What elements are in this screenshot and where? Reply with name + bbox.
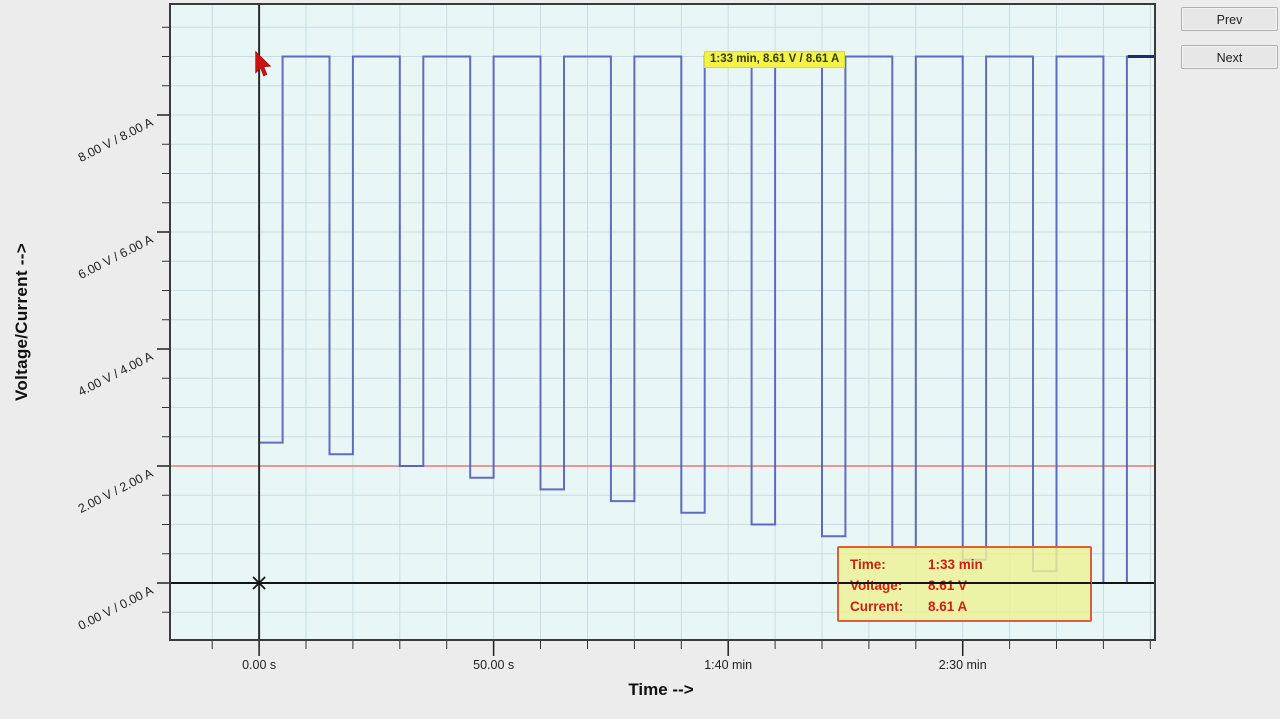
plot-border: [169, 3, 1156, 641]
info-time-value: 1:33 min: [928, 557, 983, 572]
info-voltage-value: 8.61 V: [928, 578, 968, 593]
cursor-cross-marker: [252, 576, 266, 590]
next-button[interactable]: Next: [1181, 45, 1278, 69]
x-axis-title: Time -->: [628, 680, 694, 699]
info-row-voltage: Voltage: 8.61 V: [850, 575, 1080, 596]
y-tick-label: 8.00 V / 8.00 A: [76, 115, 156, 165]
y-tick-label: 6.00 V / 6.00 A: [76, 232, 156, 282]
info-time-label: Time:: [850, 557, 886, 572]
info-current-label: Current:: [850, 599, 904, 614]
x-tick-label: 0.00 s: [242, 658, 276, 672]
info-voltage-label: Voltage:: [850, 578, 903, 593]
waveform-line: [259, 55, 1155, 584]
info-row-current: Current: 8.61 A: [850, 596, 1080, 617]
measurement-info-box: Time: 1:33 min Voltage: 8.61 V Current: …: [837, 546, 1092, 622]
info-current-value: 8.61 A: [928, 599, 968, 614]
x-tick-label: 50.00 s: [473, 658, 514, 672]
y-axis-title: Voltage/Current -->: [12, 243, 31, 401]
zero-line-through-info-box: [838, 582, 1091, 584]
y-tick-label: 0.00 V / 0.00 A: [76, 583, 156, 633]
cursor-tooltip: 1:33 min, 8.61 V / 8.61 A: [704, 51, 846, 68]
y-tick-label: 2.00 V / 2.00 A: [76, 466, 156, 516]
y-tick-label: 4.00 V / 4.00 A: [76, 349, 156, 399]
major-ticks: [157, 114, 964, 656]
cursor-arrow-icon: [255, 50, 272, 77]
info-row-time: Time: 1:33 min: [850, 554, 1080, 575]
plot-background: [170, 4, 1155, 640]
x-tick-label: 1:40 min: [704, 658, 752, 672]
prev-button[interactable]: Prev: [1181, 7, 1278, 31]
minor-ticks: [162, 26, 1151, 649]
x-tick-label: 2:30 min: [939, 658, 987, 672]
